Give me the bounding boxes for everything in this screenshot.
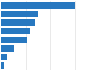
Bar bbox=[1, 45, 14, 52]
Bar bbox=[1, 28, 30, 34]
Bar bbox=[1, 54, 7, 60]
Bar bbox=[1, 37, 28, 43]
Bar bbox=[1, 11, 38, 17]
Bar bbox=[1, 2, 76, 9]
Bar bbox=[1, 62, 4, 69]
Bar bbox=[1, 19, 35, 26]
